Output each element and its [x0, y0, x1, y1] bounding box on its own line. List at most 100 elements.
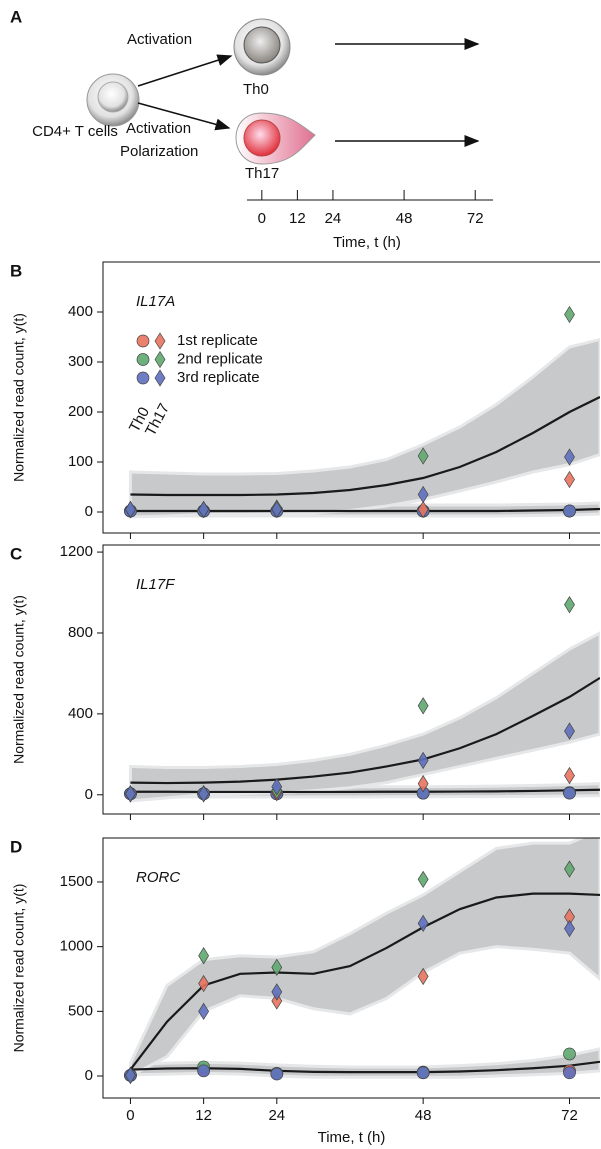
arrow-label: Polarization — [120, 143, 198, 160]
timeline-tick-label: 72 — [467, 210, 484, 227]
point — [125, 1066, 136, 1085]
x-tick-label: 0 — [126, 1107, 134, 1124]
chart-title: RORC — [136, 869, 180, 886]
point — [271, 958, 283, 977]
point — [271, 778, 283, 796]
point — [417, 447, 429, 465]
point — [564, 766, 575, 785]
timeline-tick-label: 24 — [325, 210, 342, 227]
legend-label: 1st replicate — [177, 332, 258, 349]
arrow-label: Activation — [126, 120, 191, 137]
legend-marker — [136, 371, 150, 385]
y-tick-label: 200 — [68, 403, 93, 420]
y-tick-label: 500 — [68, 1002, 93, 1019]
axis-frame — [102, 261, 600, 534]
axis-frame — [102, 837, 600, 1099]
point — [271, 983, 283, 1001]
cell-label: CD4+ T cells — [32, 123, 118, 140]
point — [563, 1047, 576, 1061]
point — [564, 596, 575, 614]
timeline-tick-label: 12 — [289, 210, 306, 227]
panel-label: D — [10, 837, 22, 856]
fit-line — [129, 892, 600, 1071]
point — [197, 1064, 210, 1078]
y-axis-label: Normalized read count, y(t) — [11, 884, 27, 1053]
y-tick-label: 1200 — [60, 543, 93, 560]
point — [417, 697, 429, 715]
timeline-tick-label: 0 — [258, 210, 266, 227]
point — [563, 786, 576, 800]
point — [417, 914, 429, 933]
point — [563, 1066, 576, 1080]
cell-label: Th17 — [245, 165, 279, 182]
panel-label: B — [10, 261, 22, 280]
chart-title: IL17F — [136, 576, 175, 593]
legend-label: 3rd replicate — [177, 369, 260, 386]
cd4-nucleus — [97, 81, 129, 113]
y-tick-label: 0 — [85, 503, 93, 520]
point — [417, 751, 429, 770]
y-tick-label: 400 — [68, 705, 93, 722]
point — [564, 919, 575, 938]
fit-line — [130, 788, 600, 794]
y-axis-label: Normalized read count, y(t) — [11, 313, 27, 482]
fit-line — [130, 676, 600, 785]
panel-a: A CD4+ T cells Activation Activation Pol… — [10, 7, 493, 251]
point — [564, 722, 575, 740]
y-axis-label: Normalized read count, y(t) — [11, 595, 27, 764]
arrow-label: Activation — [127, 31, 192, 48]
y-tick-label: 1000 — [60, 938, 93, 955]
point — [198, 974, 210, 993]
legend-label: 2nd replicate — [177, 350, 263, 367]
confidence-band — [128, 337, 600, 519]
legend-marker — [154, 369, 166, 387]
legend-marker — [154, 350, 166, 369]
point — [198, 785, 210, 803]
point — [270, 1067, 284, 1081]
point — [198, 947, 210, 965]
timeline-label: Time, t (h) — [333, 234, 401, 251]
legend-marker — [136, 353, 150, 366]
point — [417, 485, 429, 504]
y-tick-label: 100 — [68, 453, 93, 470]
x-tick-label: 48 — [415, 1107, 432, 1124]
confidence-band — [128, 838, 600, 1079]
point — [271, 500, 283, 519]
x-axis-label: Time, t (h) — [318, 1129, 386, 1146]
y-tick-label: 800 — [68, 624, 93, 641]
chart: B IL17A Normalized read count, y(t) 0 100 200… — [10, 261, 600, 539]
chart: D RORC Normalized read count, y(t) 0 500 1000… — [10, 837, 600, 1146]
y-tick-label: 0 — [85, 786, 93, 803]
point — [417, 870, 429, 889]
point — [564, 448, 575, 466]
y-tick-label: 1500 — [60, 873, 93, 890]
panel-label: A — [10, 7, 22, 26]
plot-area — [128, 337, 600, 519]
panel-label: C — [10, 544, 22, 563]
chart-title: IL17A — [136, 293, 175, 310]
point — [417, 775, 429, 793]
y-tick-label: 0 — [85, 1067, 93, 1084]
point — [564, 470, 575, 489]
point — [198, 1002, 210, 1020]
point — [564, 860, 575, 878]
point — [417, 967, 429, 986]
cell-label: Th0 — [243, 81, 269, 98]
y-tick-label: 300 — [68, 353, 93, 370]
timeline-tick-label: 48 — [396, 210, 413, 227]
point — [416, 1066, 430, 1080]
x-tick-label: 12 — [195, 1107, 212, 1124]
arrow — [137, 54, 233, 87]
point — [198, 500, 210, 519]
arrow — [137, 102, 231, 131]
point — [563, 504, 576, 518]
th17-nucleus — [243, 119, 281, 157]
point — [271, 992, 283, 1010]
confidence-band — [128, 631, 600, 803]
legend-marker — [154, 332, 166, 350]
point — [564, 305, 575, 324]
x-tick-label: 72 — [561, 1107, 578, 1124]
plot-area — [128, 631, 600, 803]
fit-line — [130, 396, 600, 497]
